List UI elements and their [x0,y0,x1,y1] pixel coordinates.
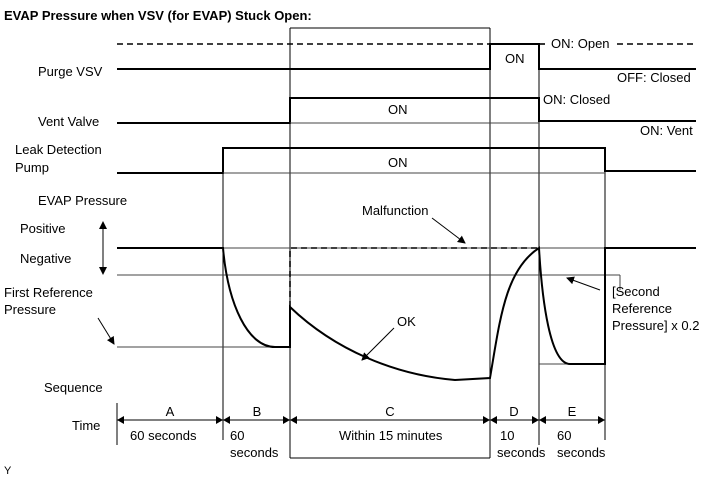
sequence-label: Sequence [44,380,103,395]
first-ref-pointer-arrow [97,317,115,345]
sequence-letter-d: D [509,404,518,419]
vent-valve-signal [117,97,696,124]
duration-b-line1: 60 [230,428,244,443]
pump-on-label: ON [388,155,408,170]
purge-on-label: ON [505,51,525,66]
diagram-title: EVAP Pressure when VSV (for EVAP) Stuck … [4,8,312,23]
on-closed-label: ON: Closed [543,92,610,107]
time-label: Time [72,418,100,433]
negative-label: Negative [20,251,71,266]
on-open-label: ON: Open [551,36,610,51]
first-ref-label-line2: Pressure [4,302,56,317]
duration-d-line1: 10 [500,428,514,443]
on-vent-label: ON: Vent [640,123,693,138]
duration-a: 60 seconds [130,428,197,443]
duration-e-line1: 60 [557,428,571,443]
second-ref-label-line3: Pressure] x 0.2 [612,318,699,333]
evap-pressure-label: EVAP Pressure [38,193,127,208]
leak-pump-label-line1: Leak Detection [15,142,102,157]
vent-valve-label: Vent Valve [38,114,99,129]
ok-arrow [361,327,395,361]
pressure-reference-lines [117,247,696,365]
second-ref-arrow [566,276,601,291]
sequence-timeline [116,403,605,445]
sequence-letter-a: A [166,404,175,419]
evap-pressure-curve [117,246,696,382]
malfunction-arrow [431,217,466,244]
leak-pump-label-line2: Pump [15,160,49,175]
footer-mark: Y [4,465,12,477]
purge-vsv-signal [117,43,696,70]
purge-vsv-label: Purge VSV [38,64,103,79]
sequence-letter-e: E [568,404,577,419]
sequence-letter-b: B [253,404,262,419]
off-closed-label: OFF: Closed [617,70,691,85]
duration-e-line2: seconds [557,445,606,460]
first-ref-label-line1: First Reference [4,285,93,300]
positive-label: Positive [20,221,66,236]
leak-pump-signal [117,147,696,174]
second-ref-label-line2: Reference [612,301,672,316]
sequence-letter-c: C [385,404,394,419]
malfunction-label: Malfunction [362,203,428,218]
ok-label: OK [397,314,416,329]
duration-b-line2: seconds [230,445,279,460]
pressure-direction-arrow [99,221,107,275]
vent-on-label: ON [388,102,408,117]
duration-c: Within 15 minutes [339,428,443,443]
duration-d-line2: seconds [497,445,546,460]
second-ref-label-line1: [Second [612,284,660,299]
